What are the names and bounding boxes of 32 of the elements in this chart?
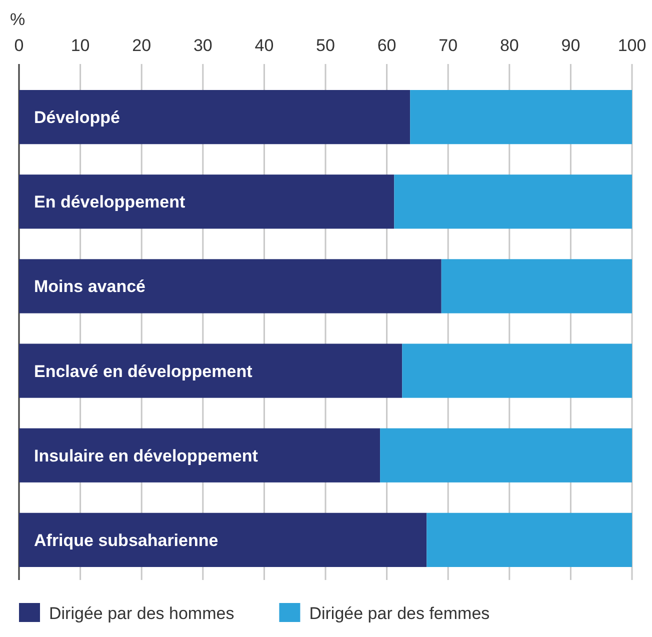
- x-tick-label: 100: [618, 36, 646, 55]
- x-tick-label: 10: [70, 36, 90, 55]
- bar: [426, 512, 632, 567]
- x-tick-label: 0: [14, 36, 24, 55]
- bar: [19, 344, 402, 398]
- bar: [19, 174, 394, 229]
- x-tick-label: 60: [377, 36, 396, 55]
- x-tick-label: 20: [132, 36, 152, 55]
- y-tick-label: Insulaire en développement: [34, 446, 258, 466]
- bar: [19, 259, 442, 314]
- y-tick-label: Enclavé en développement: [34, 362, 253, 381]
- x-tick-label: 90: [561, 36, 580, 55]
- y-tick-label: Moins avancé: [34, 277, 146, 296]
- y-tick-label: Afrique subsaharienne: [34, 530, 218, 550]
- legend-label: Dirigée par des femmes: [309, 604, 490, 623]
- y-tick-label: Développé: [34, 108, 120, 128]
- bar: [19, 90, 410, 144]
- x-tick-label: 80: [500, 36, 519, 55]
- bar: [19, 428, 380, 482]
- bar: [19, 512, 427, 567]
- x-tick-label: 30: [193, 36, 212, 55]
- x-tick-label: 70: [438, 36, 458, 55]
- bar: [441, 259, 632, 314]
- x-tick-label: 40: [254, 36, 274, 55]
- bar: [394, 174, 632, 229]
- y-tick-label: En développement: [34, 192, 186, 212]
- y-axis-title: %: [10, 10, 26, 29]
- bar: [380, 428, 632, 482]
- x-tick-label: 50: [316, 36, 335, 55]
- bar: [410, 90, 632, 144]
- legend-label: Dirigée par des hommes: [49, 604, 234, 623]
- bar: [402, 344, 632, 398]
